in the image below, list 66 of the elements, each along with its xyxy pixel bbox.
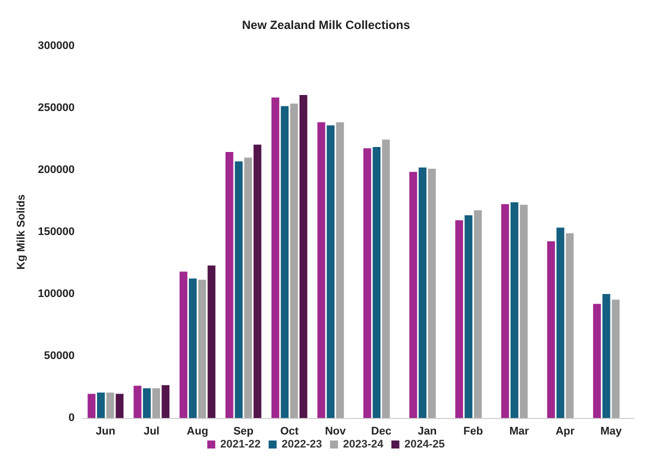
x-tick-label: Aug — [186, 426, 208, 438]
bar — [409, 172, 418, 418]
bar — [208, 265, 216, 418]
bar — [300, 94, 308, 418]
bar — [363, 148, 372, 418]
y-tick-label: 150000 — [38, 226, 75, 238]
bar — [198, 280, 206, 418]
bar — [88, 394, 96, 418]
y-axis-title: Kg Milk Solids — [16, 194, 28, 270]
bar — [520, 204, 528, 418]
x-tick-label: Mar — [509, 426, 530, 438]
bar — [501, 204, 509, 418]
y-tick-label: 200000 — [38, 164, 75, 176]
bar — [547, 241, 555, 418]
bar — [612, 300, 620, 418]
bar — [326, 125, 335, 418]
bar — [116, 394, 124, 418]
bar — [317, 122, 326, 418]
x-tick-label: Jul — [144, 426, 160, 438]
y-tick-label: 300000 — [38, 40, 75, 52]
y-tick-label: 50000 — [44, 350, 75, 362]
x-tick-label: Nov — [324, 426, 347, 438]
bar — [418, 168, 426, 418]
bar — [234, 161, 243, 418]
x-tick-label: Jun — [96, 426, 116, 438]
legend-label: 2023-24 — [343, 438, 384, 450]
legend-label: 2024-25 — [404, 438, 445, 450]
bar — [180, 272, 188, 418]
y-tick-label: 100000 — [38, 288, 75, 300]
bar — [510, 202, 518, 418]
x-tick-label: May — [600, 426, 623, 438]
x-tick-label: Sep — [233, 426, 254, 438]
bar — [556, 228, 564, 418]
bar — [254, 144, 262, 418]
bar — [372, 147, 380, 418]
bar — [188, 278, 197, 418]
bar — [290, 104, 298, 418]
bar — [106, 392, 114, 418]
x-tick-label: Jan — [418, 426, 437, 438]
bar — [474, 210, 482, 418]
bar — [428, 168, 436, 418]
bar — [226, 152, 234, 418]
bar — [244, 158, 252, 418]
legend-label: 2022-23 — [282, 438, 322, 450]
x-tick-label: Apr — [556, 426, 576, 438]
bar — [566, 233, 574, 418]
y-tick-label: 0 — [68, 412, 75, 424]
bar — [152, 388, 160, 418]
legend-label: 2021-22 — [220, 438, 261, 450]
bar — [336, 122, 344, 418]
bar — [97, 392, 105, 418]
x-tick-label: Feb — [463, 426, 484, 438]
bar — [602, 294, 610, 418]
chart-title: New Zealand Milk Collections — [242, 18, 410, 32]
bar — [271, 97, 280, 418]
bar — [455, 220, 464, 418]
y-tick-label: 250000 — [38, 102, 75, 114]
bar — [162, 385, 170, 418]
bar — [280, 106, 289, 418]
x-tick-label: Dec — [371, 426, 392, 438]
bar — [464, 215, 472, 418]
bar — [134, 386, 142, 418]
bar — [142, 388, 151, 418]
bar — [593, 304, 601, 418]
bar — [382, 140, 390, 418]
x-tick-label: Oct — [280, 426, 299, 438]
